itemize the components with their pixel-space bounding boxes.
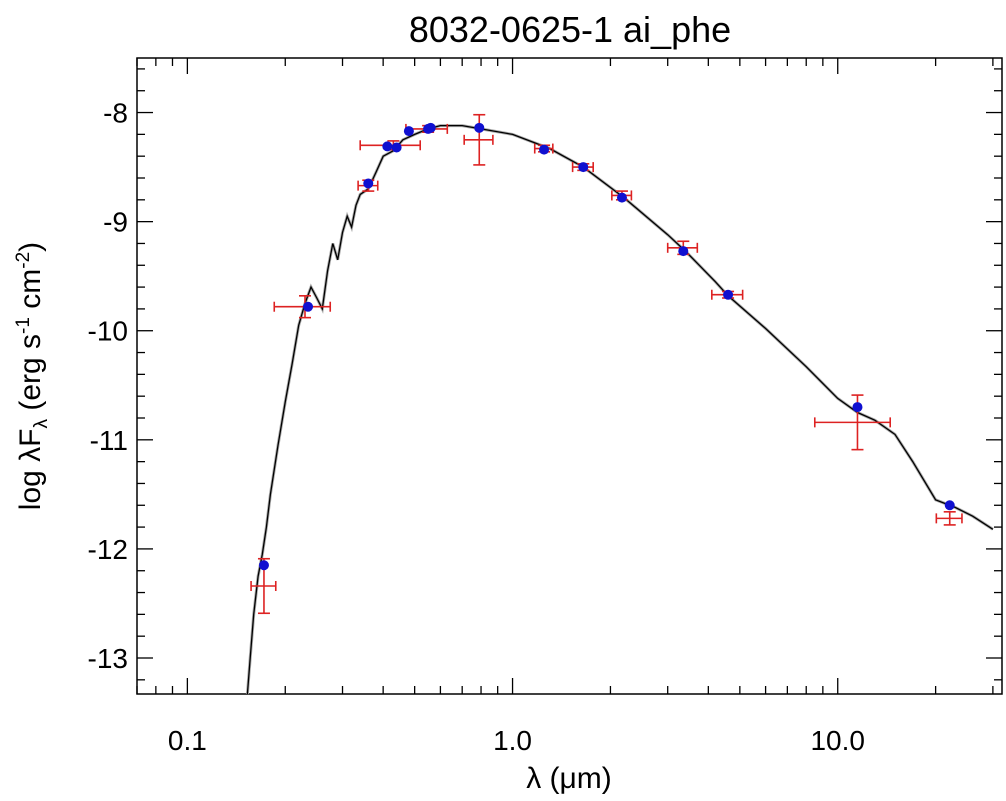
y-label-log: log (14, 462, 47, 510)
y-label-mid: cm (14, 269, 47, 317)
y-label-F: F (14, 428, 47, 446)
x-axis-label-unit: (μm) (550, 762, 612, 795)
synthetic-point (944, 500, 955, 511)
synthetic-point (391, 142, 402, 153)
synthetic-point (852, 402, 863, 413)
y-label-open: (erg s (14, 334, 47, 419)
y-label-exp2: -2 (13, 252, 34, 269)
observed-photometry (250, 113, 963, 615)
synthetic-point (578, 162, 589, 173)
x-tick-labels: 0.1 1.0 10.0 (168, 725, 865, 756)
chart-title: 8032-0625-1 ai_phe (409, 9, 731, 50)
synthetic-point (258, 560, 269, 571)
y-axis-label: log λFλ (erg s-1 cm-2) (13, 242, 52, 510)
axis-ticks (136, 58, 1002, 694)
y-tick-label: -11 (90, 425, 128, 456)
x-axis-label-symbol: λ (526, 762, 541, 795)
y-tick-label: -10 (88, 316, 128, 347)
synthetic-point (723, 289, 734, 300)
model-spectrum-shadow (245, 124, 994, 695)
y-tick-label: -9 (103, 207, 128, 238)
plot-frame (136, 57, 1003, 695)
y-tick-labels: -13 -12 -11 -10 -9 -8 (88, 98, 128, 674)
observed-point (463, 113, 494, 166)
x-tick-label: 0.1 (168, 725, 207, 756)
y-tick-label: -13 (88, 643, 128, 674)
synthetic-point (403, 126, 414, 137)
x-tick-label: 1.0 (493, 725, 532, 756)
y-tick-label: -12 (88, 534, 128, 565)
observed-point (250, 557, 277, 615)
synthetic-point (303, 301, 314, 312)
synthetic-point (363, 178, 374, 189)
synthetic-point (425, 122, 436, 133)
observed-point (935, 511, 963, 526)
x-tick-label: 10.0 (810, 725, 865, 756)
observed-point (813, 394, 892, 451)
synthetic-point (616, 192, 627, 203)
model-spectrum-line (246, 124, 994, 695)
y-tick-label: -8 (103, 98, 128, 129)
synthetic-point (382, 141, 393, 152)
y-label-lambda: λ (14, 447, 47, 462)
synthetic-point (474, 122, 485, 133)
y-label-close: ) (14, 242, 47, 252)
y-label-exp1: -1 (13, 317, 34, 334)
synthetic-point (539, 144, 550, 155)
x-axis-label: λ (μm) (526, 762, 612, 795)
model-spectrum (245, 124, 994, 695)
synthetic-point (678, 246, 689, 257)
y-label-sub: λ (31, 418, 52, 428)
synthetic-photometry (258, 122, 955, 571)
